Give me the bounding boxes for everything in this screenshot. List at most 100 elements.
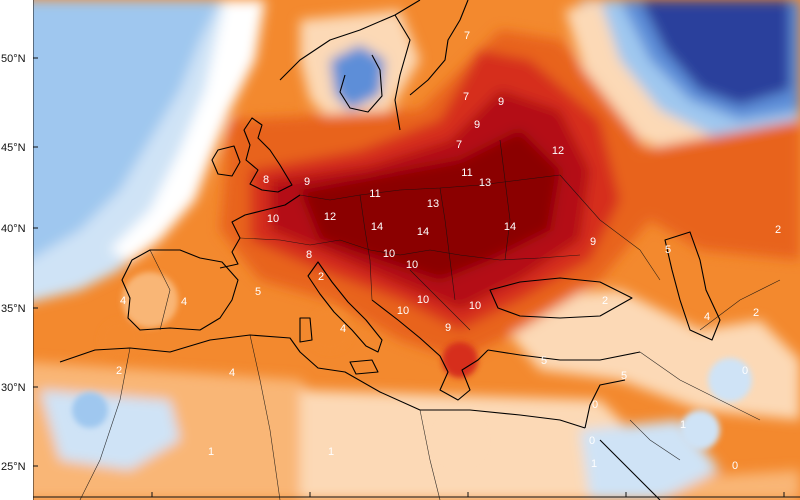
coast-black-sea: [489, 277, 633, 319]
coast-great-britain: [243, 117, 293, 193]
lat-label-35: 35°N: [1, 303, 26, 315]
border-6: [409, 269, 471, 331]
anomaly-label: 10: [469, 300, 481, 312]
border-2: [239, 237, 581, 261]
field-atlantic-neutral: [110, 0, 265, 262]
anomaly-label: 10: [417, 294, 429, 306]
anomaly-label: 5: [541, 355, 547, 367]
field-russia-very-cold: [640, 0, 790, 105]
anomaly-label: 1: [680, 419, 686, 431]
borders: [79, 139, 781, 500]
lat-label-bg: [0, 0, 33, 500]
anomaly-label: 9: [590, 236, 596, 248]
field-balkan-patch: [442, 342, 478, 378]
anomaly-label: 10: [383, 248, 395, 260]
anomaly-label: 10: [397, 305, 409, 317]
coast-iberia: [121, 249, 239, 331]
anomaly-label: 10: [406, 259, 418, 271]
anomaly-label: 1: [591, 458, 597, 470]
anomaly-label: 0: [589, 435, 595, 447]
border-10: [79, 347, 131, 500]
anomaly-label: 4: [340, 323, 346, 335]
coast-ireland: [211, 145, 241, 177]
anomaly-label: 14: [504, 221, 516, 233]
field-iberia-patch: [122, 272, 178, 328]
coast-red-sea: [599, 439, 661, 500]
coastlines: [59, 0, 721, 500]
coast-italy: [307, 261, 383, 353]
anomaly-label: 11: [369, 188, 380, 200]
anomaly-label: 4: [704, 311, 710, 323]
border-8: [149, 249, 171, 331]
coast-western-europe: [219, 194, 301, 269]
anomaly-label: 1: [208, 446, 214, 458]
lat-label-50: 50°N: [1, 53, 26, 65]
anomaly-label: 14: [417, 226, 429, 238]
coast-balkans: [371, 299, 489, 401]
anomaly-label: 1: [328, 446, 334, 458]
anomaly-label: 12: [552, 145, 564, 157]
anomaly-label: 13: [479, 177, 491, 189]
coast-turkey: [487, 349, 641, 361]
anomaly-label: 2: [602, 295, 608, 307]
anomaly-label: 2: [775, 224, 781, 236]
coast-caspian: [664, 231, 721, 341]
anomaly-label: 0: [742, 365, 748, 377]
anomaly-label: 10: [267, 213, 279, 225]
anomaly-label: 4: [120, 295, 126, 307]
border-3: [359, 194, 373, 301]
coast-levant: [584, 379, 626, 429]
lat-label-45: 45°N: [1, 142, 26, 154]
field-arabia-patch: [680, 410, 720, 450]
border-1: [299, 174, 561, 201]
field-east-warm: [640, 120, 800, 260]
anomaly-label: 0: [732, 460, 738, 472]
coast-sardinia: [299, 317, 313, 343]
anomaly-label: 2: [753, 307, 759, 319]
anomaly-label: 9: [474, 119, 480, 131]
anomaly-label: 4: [229, 367, 235, 379]
anomaly-label: 0: [592, 399, 598, 411]
anomaly-label: 12: [324, 211, 336, 223]
coast-sicily: [349, 359, 379, 375]
anomaly-label: 7: [464, 30, 470, 42]
anomaly-label: 5: [255, 286, 261, 298]
lat-ticks: [33, 57, 38, 467]
anomaly-label: 9: [304, 176, 310, 188]
border-11: [419, 409, 441, 500]
coast-norway: [279, 0, 421, 113]
field-morocco-patch: [72, 392, 108, 428]
anomaly-label: 9: [445, 322, 451, 334]
field-norway-cold: [330, 45, 385, 110]
field-iran-patch: [708, 358, 752, 402]
anomaly-label: 7: [456, 139, 462, 151]
border-14: [629, 419, 681, 461]
border-7: [559, 174, 661, 281]
anomaly-label: 11: [461, 167, 472, 179]
lat-label-25: 25°N: [1, 461, 26, 473]
border-4: [439, 187, 456, 301]
border-13: [639, 351, 761, 421]
anomaly-label: 7: [463, 91, 469, 103]
border-9: [249, 334, 281, 500]
field-sahara-patch: [436, 416, 484, 464]
anomaly-label: 2: [318, 271, 324, 283]
anomaly-label: 13: [427, 198, 439, 210]
lat-label-30: 30°N: [1, 382, 26, 394]
anomaly-label: 9: [498, 96, 504, 108]
coast-north-africa: [59, 334, 586, 429]
coast-sweden-finland: [394, 0, 469, 131]
anomaly-labels: 7 7 9 9 7 12 11 13 11 8 9 10 12 13 14 14…: [116, 30, 781, 472]
field-europe-extreme: [300, 130, 560, 280]
field-spain-patch: [100, 320, 140, 360]
lat-label-40: 40°N: [1, 223, 26, 235]
anomaly-label: 8: [306, 249, 312, 261]
field-atlantic-cooler: [0, 0, 220, 270]
border-12: [699, 279, 781, 331]
border-5: [499, 139, 511, 261]
anomaly-label: 2: [116, 365, 122, 377]
anomaly-label: 5: [621, 370, 627, 382]
